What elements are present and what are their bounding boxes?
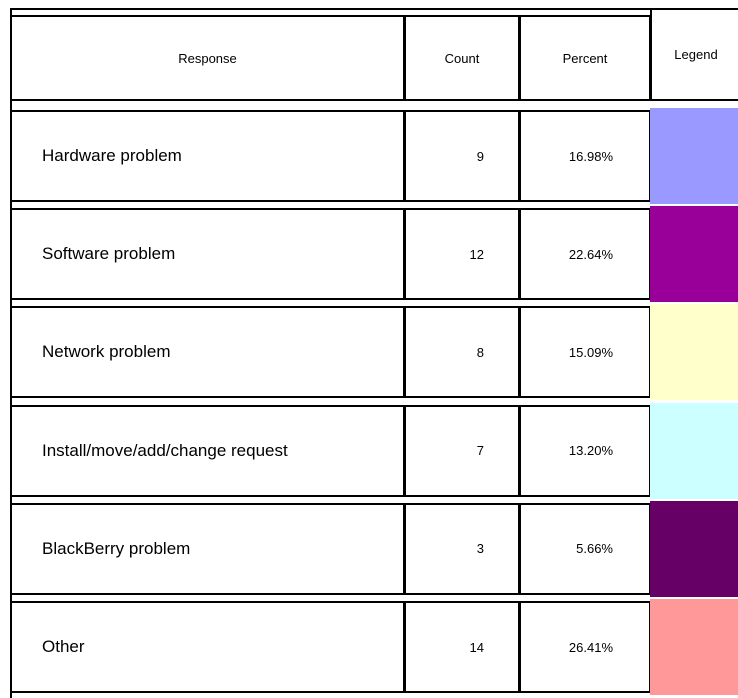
- header-cell-text: Response: [178, 50, 237, 66]
- response-cell-text: Software problem: [42, 244, 176, 264]
- percent-cell-text: 5.66%: [576, 541, 613, 557]
- count-cell: 9: [404, 110, 520, 202]
- header-cell-text: Count: [444, 50, 480, 66]
- percent-cell-text: 13.20%: [568, 443, 613, 459]
- legend-swatch: [650, 206, 738, 303]
- percent-cell: 16.98%: [519, 110, 651, 202]
- response-cell: Software problem: [10, 208, 405, 301]
- count-cell-text: 9: [476, 148, 484, 164]
- legend-swatch: [650, 402, 738, 499]
- percent-cell-text: 22.64%: [568, 246, 613, 262]
- response-cell-text: Install/move/add/change request: [42, 440, 288, 460]
- header-cell: Legend: [650, 8, 738, 101]
- legend-swatch: [650, 108, 738, 204]
- percent-cell: 13.20%: [519, 404, 651, 497]
- response-cell: Hardware problem: [10, 110, 405, 202]
- response-cell-text: Other: [42, 637, 85, 656]
- percent-cell-text: 16.98%: [568, 148, 613, 164]
- percent-cell-text: 26.41%: [568, 639, 613, 655]
- response-cell: Other: [10, 601, 405, 693]
- header-cell: Percent: [519, 15, 651, 101]
- response-cell-text: BlackBerry problem: [42, 538, 191, 558]
- percent-cell-text: 15.09%: [568, 344, 613, 360]
- count-cell: 8: [404, 306, 520, 399]
- percent-cell: 15.09%: [519, 306, 651, 399]
- header-cell: Count: [404, 15, 520, 101]
- frame-top: [10, 8, 651, 10]
- percent-cell: 22.64%: [519, 208, 651, 301]
- legend-swatch: [650, 599, 738, 695]
- count-cell: 3: [404, 502, 520, 595]
- count-cell-text: 12: [469, 246, 484, 262]
- legend-swatch: [650, 304, 738, 401]
- count-cell-text: 14: [469, 639, 484, 655]
- response-cell: Network problem: [10, 306, 405, 399]
- count-cell: 14: [404, 601, 520, 693]
- legend-swatch: [650, 500, 738, 597]
- header-cell: Response: [10, 15, 405, 101]
- response-cell-text: Network problem: [42, 342, 171, 362]
- percent-cell: 5.66%: [519, 502, 651, 595]
- count-cell: 7: [404, 404, 520, 497]
- header-cell-text: Legend: [674, 47, 718, 62]
- header-cell-text: Percent: [562, 50, 608, 66]
- response-cell: BlackBerry problem: [10, 502, 405, 595]
- response-cell: Install/move/add/change request: [10, 404, 405, 497]
- percent-cell: 26.41%: [519, 601, 651, 693]
- response-cell-text: Hardware problem: [42, 146, 182, 165]
- count-cell-text: 3: [476, 541, 484, 557]
- count-cell: 12: [404, 208, 520, 301]
- count-cell-text: 7: [476, 443, 484, 459]
- count-cell-text: 8: [476, 344, 484, 360]
